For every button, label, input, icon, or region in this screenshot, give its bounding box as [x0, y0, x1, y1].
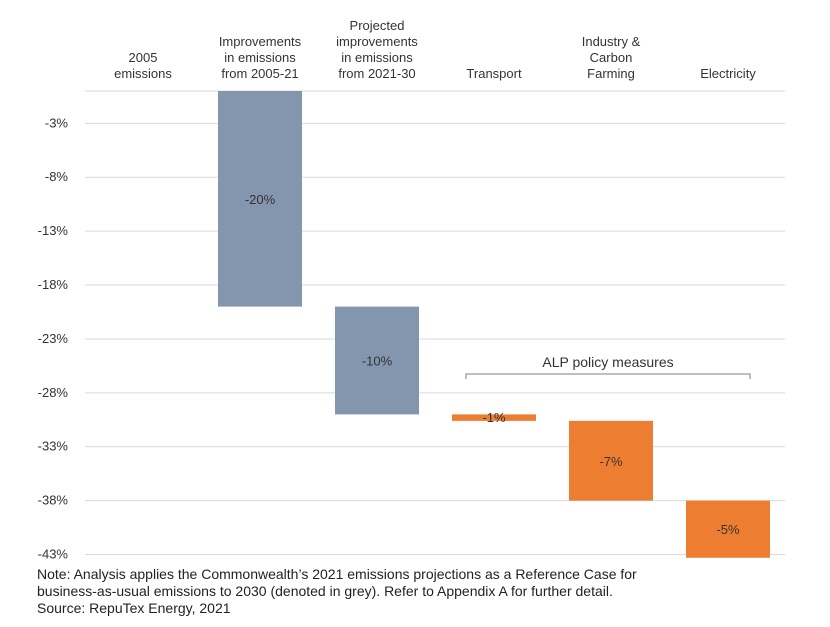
bar-value-label: -5%	[716, 522, 740, 537]
y-tick-label: -38%	[38, 493, 69, 508]
y-tick-label: -33%	[38, 439, 69, 454]
bracket-line	[465, 373, 751, 379]
y-tick-label: -43%	[38, 547, 69, 560]
bar-value-label: -1%	[482, 410, 506, 425]
bar-labels: -20% -10% -1% -7% -5%	[245, 192, 740, 537]
note-line-2: business-as-usual emissions to 2030 (den…	[37, 583, 613, 599]
waterfall-chart: -3%-8%-13%-18%-23%-28%-33%-38%-43% -20%-…	[38, 18, 785, 560]
y-tick-label: -23%	[38, 331, 69, 346]
category-label: Industry & Carbon Farming	[582, 34, 641, 81]
bar	[452, 414, 536, 421]
y-tick-label: -18%	[38, 277, 69, 292]
gridlines	[85, 90, 785, 556]
y-tick-label: -13%	[38, 223, 69, 238]
category-label: Electricity	[700, 66, 756, 81]
category-label: Improvements in emissions from 2005-21	[219, 34, 302, 81]
category-labels: 2005 emissions Improvements in emissions fro…	[114, 18, 756, 81]
annotation-bracket: ALP policy measures	[465, 354, 751, 379]
bars	[218, 91, 770, 558]
chart-note: Note: Analysis applies the Commonwealth’…	[37, 566, 817, 617]
category-label: Projected improvements in emissions from 20…	[336, 18, 418, 81]
category-label: 2005 emissions	[114, 50, 172, 81]
bar	[569, 420, 653, 501]
y-tick-label: -28%	[38, 385, 69, 400]
annotation-label: ALP policy measures	[542, 354, 673, 370]
y-tick-label: -8%	[45, 169, 69, 184]
bar-value-label: -10%	[362, 354, 393, 369]
bar	[686, 500, 770, 558]
y-tick-label: -3%	[45, 115, 69, 130]
note-source: Source: RepuTex Energy, 2021	[37, 600, 231, 616]
bar-value-label: -7%	[599, 454, 623, 469]
category-label: Transport	[466, 66, 522, 81]
bar	[218, 91, 302, 307]
y-axis-ticks: -3% -8% -13% -18% -23% -28% -33% -38% -43%	[38, 115, 69, 560]
bar	[335, 306, 419, 415]
bar-value-label: -20%	[245, 192, 276, 207]
note-line-1: Note: Analysis applies the Commonwealth’…	[37, 566, 637, 582]
